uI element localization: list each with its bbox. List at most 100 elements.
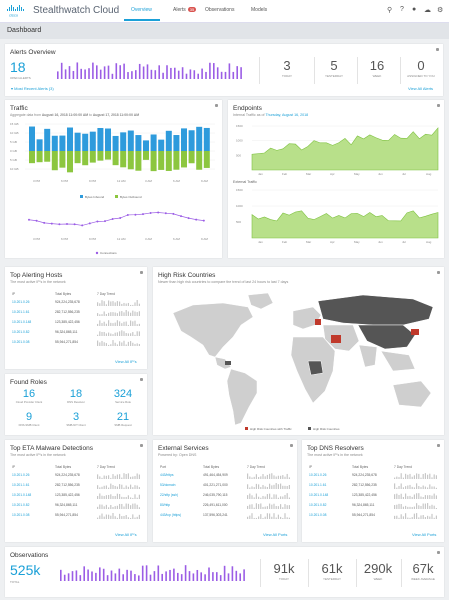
trend-bar xyxy=(138,487,140,489)
trend-bar xyxy=(125,333,127,336)
col-total-bytes: Total Bytes xyxy=(55,292,72,296)
table-row[interactable]: 443/https 491,464,454,909 xyxy=(160,473,292,481)
view-all-alerts-link[interactable]: View All Alerts xyxy=(408,86,434,91)
nav-tab-models[interactable]: Models xyxy=(251,7,268,13)
trend-bar xyxy=(273,494,275,499)
trend-bar xyxy=(429,484,431,489)
outbound-bar xyxy=(74,151,81,164)
connections-point xyxy=(157,211,160,214)
row-port[interactable]: 22/sftp (ssh) xyxy=(160,493,179,497)
row-ip[interactable]: 10.201.0.26 xyxy=(12,300,30,304)
row-ip[interactable]: 10.201.1.61 xyxy=(12,483,30,487)
row-bytes: 123,385,422,456 xyxy=(352,493,377,497)
view-all-ips-link[interactable]: View All IP's xyxy=(115,359,137,364)
view-all-eta-link[interactable]: View All IP's xyxy=(115,532,137,537)
row-port[interactable]: 53/domain xyxy=(160,483,176,487)
trend-bar xyxy=(429,495,431,499)
trend-bar xyxy=(275,517,277,519)
table-row[interactable]: 10.201.0.08 55,944,271,854 xyxy=(12,340,142,348)
card-menu-icon[interactable] xyxy=(437,551,440,554)
card-menu-icon[interactable] xyxy=(290,444,293,447)
trend-bar xyxy=(427,474,429,479)
view-all-dns-link[interactable]: View All Ports xyxy=(412,532,437,537)
table-row[interactable]: 53/domain 401,221,271,000 xyxy=(160,483,292,491)
nav-tab-alerts[interactable]: Alerts 35 xyxy=(173,7,197,13)
trend-bar xyxy=(101,504,103,509)
table-row[interactable]: 10.201.0.26 924,224,235,678 xyxy=(309,473,439,481)
card-menu-icon[interactable] xyxy=(436,48,439,51)
alerts-bar xyxy=(216,67,219,79)
card-menu-icon[interactable] xyxy=(215,104,218,107)
row-ip[interactable]: 10.201.0.148 xyxy=(12,320,32,324)
row-port[interactable]: 443/https xyxy=(160,473,174,477)
observations-total: 525k xyxy=(10,562,41,578)
card-menu-icon[interactable] xyxy=(140,444,143,447)
row-ip[interactable]: 10.201.0.148 xyxy=(12,493,32,497)
table-row[interactable]: 10.201.0.148 123,385,422,456 xyxy=(12,320,142,328)
observations-bar xyxy=(99,567,101,581)
table-row[interactable]: 10.201.0.08 55,944,271,854 xyxy=(12,513,142,521)
trend-bar xyxy=(127,486,129,489)
table-row[interactable]: 10.201.0.26 924,224,235,678 xyxy=(12,473,142,481)
card-menu-icon[interactable] xyxy=(140,271,143,274)
nav-tab-observations[interactable]: Observations xyxy=(205,7,235,13)
europe-region xyxy=(292,306,322,330)
trend-bar xyxy=(262,473,264,479)
table-row[interactable]: 10.201.0.82 96,324,865,111 xyxy=(12,503,142,511)
row-ip[interactable]: 10.201.0.82 xyxy=(12,330,30,334)
table-row[interactable]: 10.201.0.148 123,385,422,456 xyxy=(12,493,142,501)
row-ip[interactable]: 10.201.0.82 xyxy=(309,503,327,507)
row-ip[interactable]: 10.201.0.08 xyxy=(309,513,327,517)
card-menu-icon[interactable] xyxy=(437,444,440,447)
row-ip[interactable]: 10.201.0.08 xyxy=(12,340,30,344)
risk-traffic-country xyxy=(331,335,341,343)
row-ip[interactable]: 10.201.1.61 xyxy=(12,310,30,314)
trend-bar xyxy=(116,493,118,499)
row-port[interactable]: 443/tcp (https) xyxy=(160,513,182,517)
table-row[interactable]: 10.201.1.61 282,712,556,235 xyxy=(12,483,142,491)
table-row[interactable]: 10.201.1.61 282,712,556,235 xyxy=(309,483,439,491)
trend-bar xyxy=(110,344,112,346)
cloud-icon[interactable]: ☁ xyxy=(424,7,431,14)
trend-sparkline xyxy=(394,473,437,479)
row-ip[interactable]: 10.201.0.26 xyxy=(12,473,30,477)
table-row[interactable]: 10.201.0.82 96,324,865,111 xyxy=(309,503,439,511)
card-menu-icon[interactable] xyxy=(437,271,440,274)
trend-bar xyxy=(253,476,255,479)
table-row[interactable]: 22/sftp (ssh) 246,035,790,115 xyxy=(160,493,292,501)
trend-bar xyxy=(103,311,105,316)
observations-bar xyxy=(138,575,140,581)
table-row[interactable]: 80/http 226,491,611,000 xyxy=(160,503,292,511)
row-ip[interactable]: 10.201.0.26 xyxy=(309,473,327,477)
table-row[interactable]: 10.201.0.08 55,944,271,854 xyxy=(309,513,439,521)
nav-tab-overview[interactable]: Overview xyxy=(131,7,152,13)
card-menu-icon[interactable] xyxy=(140,378,143,381)
observations-bar xyxy=(75,570,78,581)
trend-bar xyxy=(134,476,136,479)
row-ip[interactable]: 10.201.1.61 xyxy=(309,483,327,487)
trend-bar xyxy=(97,340,99,346)
trend-bar xyxy=(424,517,426,519)
row-ip[interactable]: 10.201.0.148 xyxy=(309,493,329,497)
table-row[interactable]: 443/tcp (https) 137,596,303,241 xyxy=(160,513,292,521)
table-row[interactable]: 10.201.0.148 123,385,422,456 xyxy=(309,493,439,501)
alerts-bar xyxy=(115,63,118,79)
trend-bar xyxy=(110,312,112,316)
row-ip[interactable]: 10.201.0.82 xyxy=(12,503,30,507)
alerts-bar xyxy=(166,65,168,79)
row-port[interactable]: 80/http xyxy=(160,503,171,507)
help-icon[interactable]: ? xyxy=(400,6,404,13)
user-icon[interactable]: ● xyxy=(412,6,417,13)
table-row[interactable]: 10.201.1.61 282,712,556,235 xyxy=(12,310,142,318)
search-icon[interactable]: ⚲ xyxy=(387,7,393,14)
table-row[interactable]: 10.201.0.26 924,224,235,678 xyxy=(12,300,142,308)
most-recent-alerts-link[interactable]: ▾ Most Recent Alerts (3) xyxy=(11,86,54,91)
row-ip[interactable]: 10.201.0.08 xyxy=(12,513,30,517)
x-tick-label: 6 PM xyxy=(61,179,69,183)
gear-icon[interactable]: ⚙ xyxy=(437,7,444,14)
view-all-ports-link[interactable]: View All Ports xyxy=(263,532,288,537)
card-menu-icon[interactable] xyxy=(437,104,440,107)
connections-point xyxy=(149,211,152,214)
trend-bar xyxy=(108,507,110,509)
table-row[interactable]: 10.201.0.82 96,324,865,111 xyxy=(12,330,142,338)
